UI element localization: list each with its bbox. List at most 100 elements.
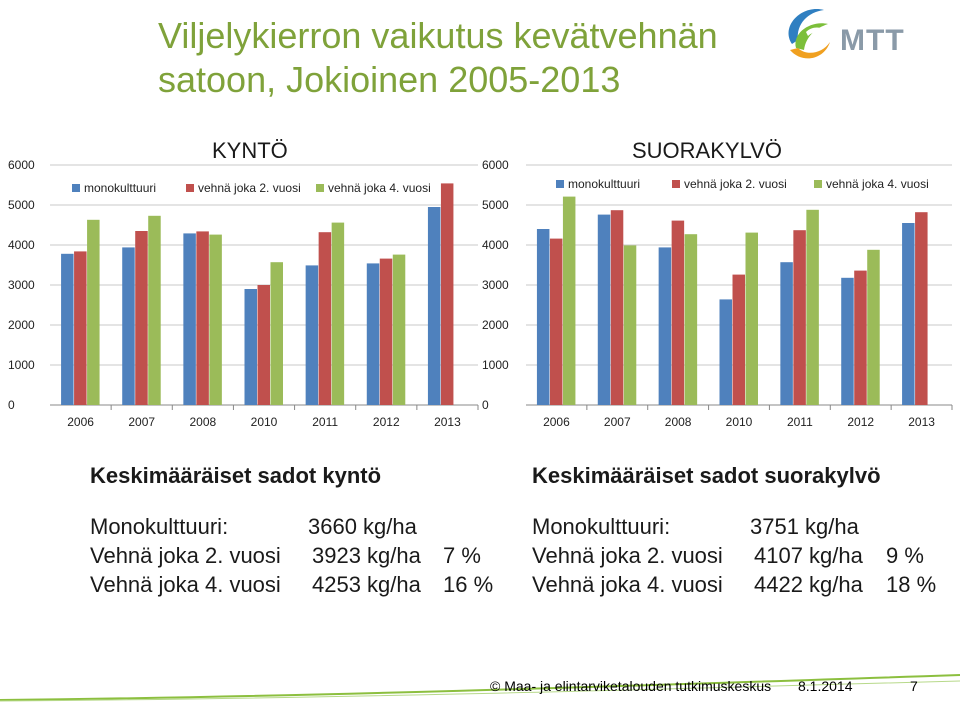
slide-title-line-1: Viljelykierron vaikutus kevätvehnän <box>158 15 718 56</box>
bar-monokulttuuri <box>183 233 196 405</box>
bar-vehn-joka-2-vuosi <box>671 220 685 405</box>
bar-vehn-joka-2-vuosi <box>793 230 806 405</box>
slide-title: Viljelykierron vaikutus kevätvehnän sato… <box>158 14 798 102</box>
bar-vehn-joka-4-vuosi <box>745 232 758 405</box>
y-tick-label: 1000 <box>8 358 35 372</box>
summary-pct: 18 % <box>886 572 937 597</box>
summary-suorakylvo-heading: Keskimääräiset sadot suorakylvö <box>532 463 881 488</box>
bar-monokulttuuri <box>841 277 854 405</box>
y-tick-label: 0 <box>482 398 489 412</box>
summary-pct: 9 % <box>886 543 924 568</box>
y-tick-label: 0 <box>8 398 15 412</box>
bar-monokulttuuri <box>427 207 441 405</box>
bar-vehn-joka-4-vuosi <box>684 234 698 405</box>
y-tick-label: 1000 <box>482 358 509 372</box>
summary-row: Monokulttuuri: 3660 kg/ha <box>90 512 490 541</box>
y-tick-label: 5000 <box>8 198 35 212</box>
chart-suorakylvo-title: SUORAKYLVÖ <box>632 138 782 163</box>
chart-kynto-title: KYNTÖ <box>212 138 288 163</box>
y-tick-label: 3000 <box>8 278 35 292</box>
y-tick-label: 6000 <box>482 158 509 172</box>
bar-vehn-joka-4-vuosi <box>392 254 406 405</box>
legend-label: vehnä joka 2. vuosi <box>198 181 301 195</box>
x-tick-label: 2011 <box>312 415 338 429</box>
legend-label: monokulttuuri <box>568 177 640 191</box>
summary-label: Vehnä joka 4. vuosi <box>90 572 281 597</box>
summary-row: Vehnä joka 4. vuosi 4253 kg/ha 16 % <box>90 570 493 599</box>
legend-swatch <box>72 184 80 192</box>
y-tick-label: 4000 <box>8 238 35 252</box>
y-tick-label: 4000 <box>482 238 509 252</box>
mtt-logo: MTT <box>788 8 905 59</box>
x-tick-label: 2006 <box>543 415 570 429</box>
y-tick-label: 5000 <box>482 198 509 212</box>
bar-monokulttuuri <box>122 247 135 405</box>
summary-row: Vehnä joka 4. vuosi 4422 kg/ha 18 % <box>532 570 952 599</box>
summary-row: Vehnä joka 2. vuosi 4107 kg/ha 9 % <box>532 541 952 570</box>
bar-monokulttuuri <box>61 253 74 405</box>
bar-vehn-joka-2-vuosi <box>915 212 928 405</box>
svg-text:MTT: MTT <box>840 24 905 57</box>
summary-label: Vehnä joka 4. vuosi <box>532 572 723 597</box>
legend-swatch <box>316 184 324 192</box>
bar-monokulttuuri <box>780 262 793 405</box>
bar-monokulttuuri <box>366 263 380 405</box>
chart-suorakylvo-svg: 0 1000 2000 3000 4000 5000 6000 2006 2007 2008 201… <box>482 158 953 429</box>
y-tick-label: 3000 <box>482 278 509 292</box>
bar-vehn-joka-2-vuosi <box>549 238 563 405</box>
bar-monokulttuuri <box>902 223 915 405</box>
x-tick-label: 2006 <box>67 415 94 429</box>
summary-value: 4107 kg/ha <box>754 543 863 568</box>
x-tick-label: 2007 <box>604 415 631 429</box>
summary-row: Monokulttuuri: 3751 kg/ha <box>532 512 952 541</box>
x-tick-label: 2007 <box>128 415 155 429</box>
summary-value: 3751 kg/ha <box>750 514 859 539</box>
x-tick-label: 2012 <box>847 415 874 429</box>
footer-page-number: 7 <box>910 678 918 694</box>
bar-vehn-joka-4-vuosi <box>806 209 819 405</box>
summary-label: Monokulttuuri: <box>90 514 229 539</box>
bar-vehn-joka-2-vuosi <box>135 231 148 405</box>
bar-monokulttuuri <box>658 247 672 405</box>
bar-vehn-joka-2-vuosi <box>854 270 867 405</box>
legend-swatch <box>672 180 680 188</box>
slide-title-line-2: satoon, Jokioinen 2005-2013 <box>158 59 621 100</box>
x-tick-label: 2008 <box>190 415 217 429</box>
x-tick-label: 2010 <box>726 415 753 429</box>
bar-vehn-joka-4-vuosi <box>867 249 880 405</box>
x-tick-label: 2013 <box>908 415 935 429</box>
footer-copyright: © Maa- ja elintarviketalouden tutkimuske… <box>490 678 772 694</box>
chart-kynto-svg: 0 1000 2000 3000 4000 5000 6000 2006 2007 2008 201… <box>8 158 479 429</box>
bar-monokulttuuri <box>719 299 732 405</box>
bar-vehn-joka-2-vuosi <box>196 231 209 405</box>
summary-row: Vehnä joka 2. vuosi 3923 kg/ha 7 % <box>90 541 490 570</box>
y-tick-label: 6000 <box>8 158 35 172</box>
summary-pct: 7 % <box>443 543 481 568</box>
bar-vehn-joka-2-vuosi <box>732 274 745 405</box>
bar-vehn-joka-2-vuosi <box>610 210 624 405</box>
bar-vehn-joka-4-vuosi <box>562 196 576 405</box>
footer-date: 8.1.2014 <box>798 678 853 694</box>
bar-vehn-joka-2-vuosi <box>440 183 454 405</box>
x-tick-label: 2012 <box>373 415 400 429</box>
legend-swatch <box>556 180 564 188</box>
bar-vehn-joka-2-vuosi <box>74 251 87 405</box>
summary-label: Monokulttuuri: <box>532 514 671 539</box>
x-tick-label: 2011 <box>787 415 813 429</box>
summary-kynto-heading: Keskimääräiset sadot kyntö <box>90 463 382 488</box>
bar-monokulttuuri <box>305 265 319 405</box>
bar-vehn-joka-4-vuosi <box>209 234 222 405</box>
legend-swatch <box>814 180 822 188</box>
summary-value: 4253 kg/ha <box>312 572 421 597</box>
footer-decoration <box>0 674 960 702</box>
y-tick-label: 2000 <box>8 318 35 332</box>
summary-value: 3660 kg/ha <box>308 514 417 539</box>
legend-swatch <box>186 184 194 192</box>
legend-label: vehnä joka 2. vuosi <box>684 177 787 191</box>
x-tick-label: 2010 <box>251 415 278 429</box>
bar-vehn-joka-4-vuosi <box>87 219 100 405</box>
bar-vehn-joka-2-vuosi <box>318 232 332 405</box>
chart-suorakylvo: 0 1000 2000 3000 4000 5000 6000 2006 2007 2008 201… <box>476 130 960 440</box>
bar-monokulttuuri <box>597 214 611 405</box>
bar-vehn-joka-4-vuosi <box>331 222 345 405</box>
